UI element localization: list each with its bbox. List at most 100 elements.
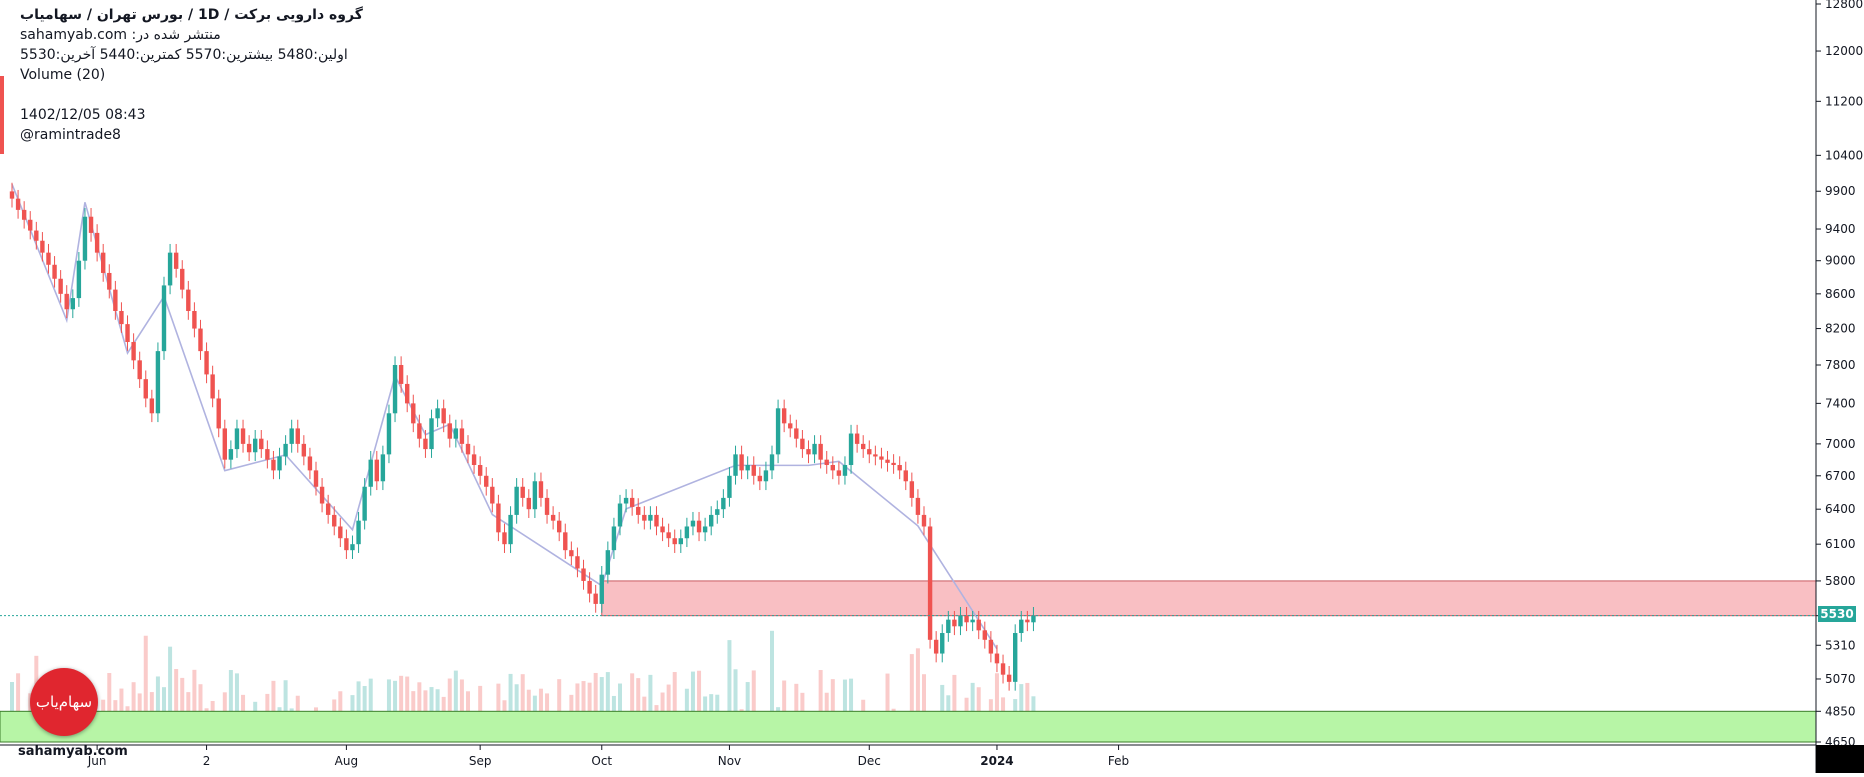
published-on: sahamyab.com :منتشر شده در <box>20 27 221 43</box>
candle <box>599 565 604 613</box>
candle-body <box>581 568 586 581</box>
candle <box>88 208 94 242</box>
candle-body <box>824 459 829 466</box>
candle-body <box>453 428 459 439</box>
candle-body <box>629 497 635 507</box>
candle-body <box>933 639 939 654</box>
candle <box>435 399 440 428</box>
candle <box>988 631 994 663</box>
candle-body <box>1031 615 1036 623</box>
candle-body <box>879 456 884 460</box>
y-tick-label: 12800 <box>1825 0 1863 11</box>
candle-body <box>678 538 683 545</box>
volume-bar <box>697 670 702 742</box>
candle <box>253 429 258 462</box>
candle <box>508 506 513 553</box>
candle-body <box>21 209 27 220</box>
candle-body <box>137 360 142 380</box>
volume-bar <box>842 679 847 742</box>
candle <box>660 517 665 542</box>
candle <box>368 450 373 496</box>
candle-body <box>82 216 88 261</box>
candle <box>751 456 756 485</box>
zones <box>0 580 1817 743</box>
candle-body <box>198 328 203 352</box>
candle-body <box>423 438 428 450</box>
candle-body <box>40 240 45 253</box>
candle-body <box>204 351 209 375</box>
candle <box>204 342 209 384</box>
candle-body <box>897 465 902 471</box>
volume-bar <box>453 670 458 742</box>
x-tick-label: Sep <box>469 754 492 768</box>
y-tick-label: 4850 <box>1825 704 1856 718</box>
candle <box>356 511 361 553</box>
brand-accent-bar <box>0 76 4 154</box>
volume-bar <box>818 670 823 742</box>
candle <box>824 450 829 474</box>
candle <box>380 445 386 491</box>
candle-body <box>386 413 392 455</box>
candle-body <box>970 619 975 623</box>
candle-body <box>362 486 367 521</box>
candle-body <box>76 260 82 299</box>
y-tick-label: 6100 <box>1825 537 1856 551</box>
y-tick-label: 5800 <box>1825 574 1856 588</box>
candle-body <box>234 428 240 450</box>
candle-body <box>271 459 276 471</box>
volume-bar <box>16 673 21 742</box>
candle-body <box>101 252 106 273</box>
candle-body <box>915 497 921 515</box>
candle <box>234 419 240 458</box>
candle-body <box>113 289 118 311</box>
candle-body <box>167 252 173 286</box>
candle <box>861 435 866 458</box>
candle-body <box>392 365 398 414</box>
candle-body <box>830 465 835 471</box>
candle-body <box>332 514 337 527</box>
candle <box>1006 665 1012 691</box>
candle <box>392 356 398 423</box>
candle-body <box>812 443 817 455</box>
candle <box>617 494 623 536</box>
candle-body <box>605 550 611 575</box>
candle-body <box>940 633 945 654</box>
candle <box>222 419 227 469</box>
candle-body <box>672 538 677 545</box>
candle <box>70 289 75 319</box>
candle <box>909 472 915 507</box>
candle <box>629 489 635 516</box>
candle-body <box>28 219 33 231</box>
candle <box>538 472 544 507</box>
candle-body <box>854 433 860 444</box>
candle-body <box>544 497 550 515</box>
candle <box>180 260 185 299</box>
candle-body <box>380 454 386 482</box>
y-tick-label: 7400 <box>1825 396 1856 410</box>
candle <box>557 511 562 542</box>
candle <box>34 221 39 250</box>
volume-bar <box>508 673 513 742</box>
candle-body <box>873 454 878 457</box>
candle <box>94 224 100 262</box>
candle-body <box>70 298 75 310</box>
volume-bar <box>368 678 373 742</box>
candle-body <box>988 639 994 654</box>
volume-bar <box>155 676 160 742</box>
candle-body <box>502 532 507 545</box>
candle-body <box>660 526 665 533</box>
volume-bar <box>228 670 233 742</box>
volume-bar <box>180 677 185 742</box>
candle <box>423 429 428 458</box>
candle <box>198 319 203 360</box>
volume-bar <box>636 678 641 742</box>
zigzag-line <box>11 183 998 650</box>
candle <box>167 243 173 295</box>
y-tick-label: 9900 <box>1825 184 1856 198</box>
candle <box>964 606 969 632</box>
candle <box>976 610 981 640</box>
candle-body <box>623 497 629 504</box>
chart-title: گروه دارویی برکت / 1D / بورس تهران / سها… <box>20 7 363 23</box>
